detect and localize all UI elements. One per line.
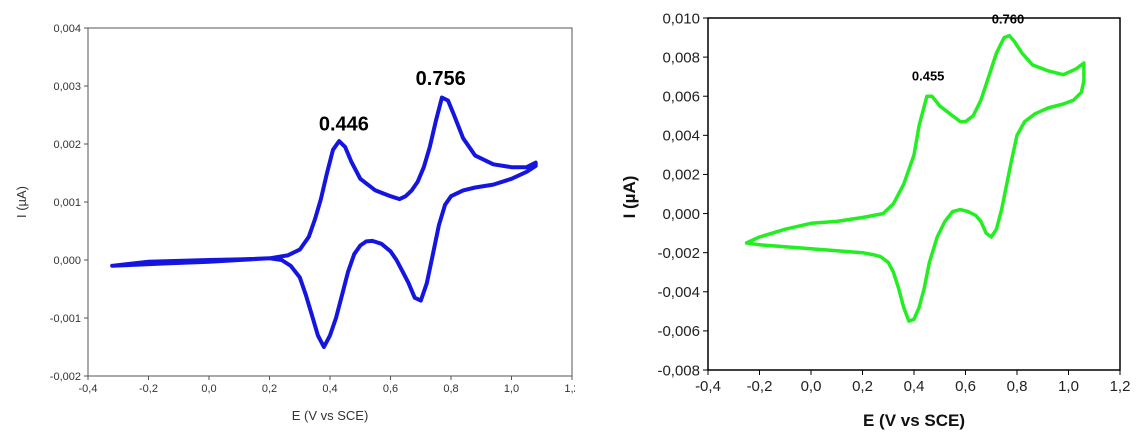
peak-label: 0.760 [992, 12, 1025, 27]
x-tick-label: 1,0 [504, 383, 519, 395]
x-tick-label: 0,0 [801, 378, 822, 395]
y-tick-label: 0,004 [662, 128, 700, 145]
peak-label: 0.455 [912, 68, 945, 83]
x-tick-label: 0,6 [955, 378, 976, 395]
x-tick-label: 1,2 [564, 383, 575, 395]
y-tick-label: 0,004 [53, 23, 81, 35]
cv-chart-left: -0,002 -0,001 0,000 0,001 0,002 0,003 0,004 -0… [14, 23, 575, 423]
y-tick-label: 0,001 [53, 197, 81, 209]
y-tick-label: 0,006 [662, 88, 700, 105]
x-tick-label: 0,8 [443, 383, 458, 395]
x-tick-label: 0,4 [904, 378, 925, 395]
x-tick-label: 0,2 [262, 383, 277, 395]
y-tick-label: -0,004 [657, 284, 700, 301]
x-axis-ticks: -0,4 -0,2 0,0 0,2 0,4 0,6 0,8 1,0 1,2 [695, 370, 1130, 395]
x-tick-label: 0,6 [383, 383, 398, 395]
y-tick-label: 0,000 [53, 255, 81, 267]
y-axis-label: I (µA) [620, 176, 639, 219]
y-axis-label: I (µA) [14, 186, 29, 218]
y-tick-label: -0,001 [50, 313, 81, 325]
y-tick-label: 0,008 [662, 49, 700, 66]
x-axis-label: E (V vs SCE) [863, 411, 965, 430]
cv-curve [110, 95, 538, 349]
cv-curve [744, 33, 1086, 323]
peak-label: 0.446 [319, 113, 369, 135]
cv-chart-right: -0,008 -0,006 -0,004 -0,002 0,000 0,002 0,004 0… [620, 10, 1130, 430]
y-tick-label: -0,006 [657, 323, 700, 340]
x-axis-label: E (V vs SCE) [292, 408, 369, 423]
y-tick-label: 0,002 [53, 139, 81, 151]
y-tick-label: 0,000 [662, 206, 700, 223]
x-tick-label: 1,2 [1110, 378, 1131, 395]
x-tick-label: -0,4 [79, 383, 98, 395]
peak-annotations: 0.455 0.760 [912, 12, 1024, 84]
y-tick-label: 0,002 [662, 167, 700, 184]
x-tick-label: 1,0 [1058, 378, 1079, 395]
peak-annotations: 0.446 0.756 [319, 68, 466, 135]
y-tick-label: -0,002 [657, 245, 700, 262]
x-tick-label: -0,2 [139, 383, 158, 395]
x-tick-label: 0,4 [322, 383, 337, 395]
y-axis-ticks: -0,008 -0,006 -0,004 -0,002 0,000 0,002 0,004 0… [657, 10, 708, 379]
x-tick-label: 0,0 [201, 383, 216, 395]
peak-label: 0.756 [416, 68, 466, 90]
x-tick-label: 0,2 [852, 378, 873, 395]
y-axis-ticks: -0,002 -0,001 0,000 0,001 0,002 0,003 0,004 [50, 23, 88, 383]
x-axis-ticks: -0,4 -0,2 0,0 0,2 0,4 0,6 0,8 1,0 1,2 [79, 376, 575, 395]
x-tick-label: 0,8 [1007, 378, 1028, 395]
y-tick-label: -0,002 [50, 371, 81, 383]
y-tick-label: 0,003 [53, 81, 81, 93]
plot-frame [87, 27, 573, 377]
x-tick-label: -0,2 [747, 378, 773, 395]
x-tick-label: -0,4 [695, 378, 721, 395]
y-tick-label: -0,008 [657, 362, 700, 379]
y-tick-label: 0,010 [662, 10, 700, 27]
